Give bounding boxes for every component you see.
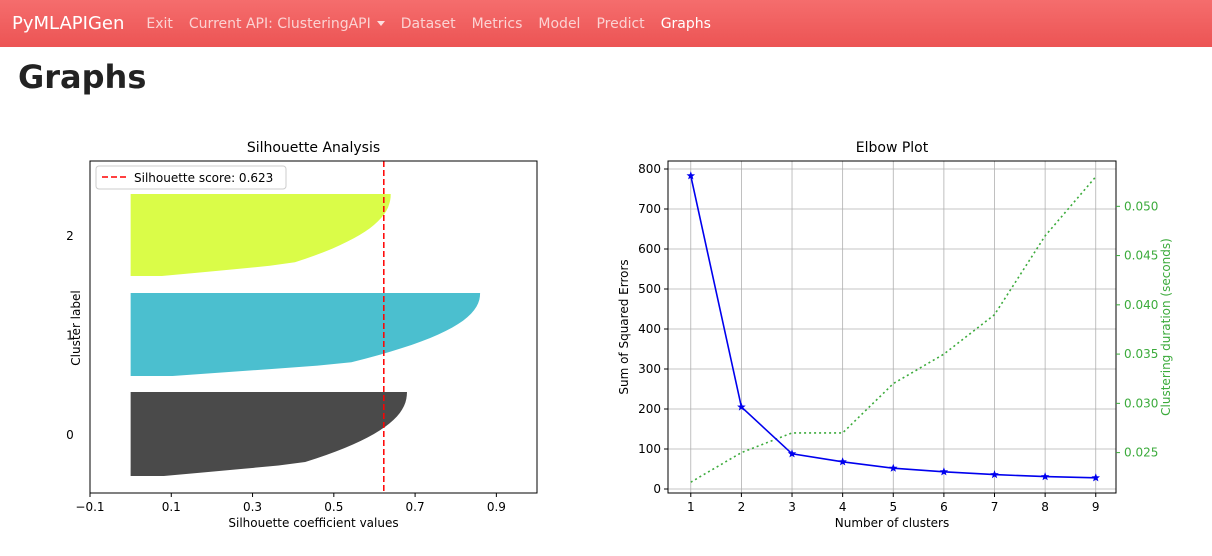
plot-frame [89, 160, 538, 494]
y2-tick-label: 0.050 [1124, 199, 1158, 213]
y2-tick-label: 0.025 [1124, 446, 1158, 460]
x-tick-label: 0.7 [406, 500, 425, 514]
sse-point [990, 470, 999, 479]
nav-exit[interactable]: Exit [146, 15, 173, 32]
x-axis-label: Silhouette coefficient values [228, 516, 398, 530]
y-tick-label: 400 [638, 322, 661, 336]
x-axis-label: Number of clusters [835, 516, 949, 530]
sse-point [1040, 472, 1050, 481]
y-tick-label: 600 [638, 242, 661, 256]
y-tick-label: 300 [638, 362, 661, 376]
nav-model[interactable]: Model [538, 15, 581, 32]
y-tick-label: 700 [638, 202, 661, 216]
y-tick-label: 800 [638, 162, 661, 176]
x-tick-label: 7 [991, 500, 999, 514]
nav-graphs[interactable]: Graphs [660, 15, 711, 32]
legend-label: Silhouette score: 0.623 [134, 171, 273, 185]
y-tick-label: 100 [638, 442, 661, 456]
chart-title: Silhouette Analysis [247, 140, 380, 156]
x-tick-label: −0.1 [75, 500, 104, 514]
nav-predict[interactable]: Predict [596, 15, 645, 32]
elbow-chart: 1 2 3 4 5 6 7 8 9 0 100 200 300 400 500 600 700 800 0.025 0… [617, 140, 1173, 530]
x-tick-label: 0.1 [162, 500, 181, 514]
sse-point [939, 467, 949, 476]
silhouette-cluster-1 [130, 293, 481, 376]
x-tick-label: 9 [1092, 500, 1100, 514]
cluster-label-0: 0 [66, 428, 74, 442]
x-tick-label: 4 [839, 500, 847, 514]
y2-axis-label: Clustering duration (seconds) [1159, 238, 1173, 416]
sse-point [737, 402, 746, 411]
sse-point [686, 171, 696, 180]
legend: Silhouette score: 0.623 [95, 165, 287, 190]
chevron-down-icon [376, 21, 385, 26]
sse-point [838, 457, 847, 466]
y2-tick-label: 0.035 [1124, 347, 1158, 361]
sse-point [889, 463, 898, 472]
nav-metrics[interactable]: Metrics [471, 15, 523, 32]
nav-dataset[interactable]: Dataset [400, 15, 456, 32]
y2-tick-label: 0.040 [1124, 298, 1158, 312]
silhouette-chart: 0 1 2 −0.1 0.1 0.3 0.5 0.7 0.9 Silhouette Analysi… [66, 140, 538, 530]
y-tick-label: 500 [638, 282, 661, 296]
top-navbar: PyMLAPIGen Exit Current API: ClusteringA… [0, 0, 1212, 47]
page-title: Graphs [18, 58, 147, 96]
navbar-brand[interactable]: PyMLAPIGen [12, 13, 125, 34]
x-tick-label: 2 [738, 500, 746, 514]
y-axis-label: Cluster label [69, 290, 83, 365]
y-tick-label: 200 [638, 402, 661, 416]
sse-point [787, 449, 797, 458]
x-tick-label: 5 [889, 500, 897, 514]
nav-current-api-label: Current API: ClusteringAPI [188, 15, 371, 32]
nav-current-api-dropdown[interactable]: Current API: ClusteringAPI [189, 16, 385, 32]
legend-box [95, 165, 287, 190]
x-tick-label: 6 [940, 500, 948, 514]
x-tick-label: 1 [687, 500, 695, 514]
y-tick-label: 0 [653, 482, 661, 496]
y2-tick-label: 0.030 [1124, 396, 1158, 410]
x-tick-label: 8 [1041, 500, 1049, 514]
x-tick-label: 0.3 [243, 500, 262, 514]
sse-point [1091, 473, 1100, 482]
silhouette-cluster-0 [130, 392, 408, 476]
y-axis-label: Sum of Squared Errors [617, 259, 631, 394]
duration-series-line [690, 176, 1097, 483]
x-tick-label: 0.9 [487, 500, 506, 514]
plot-frame [667, 160, 1117, 494]
silhouette-cluster-2 [130, 194, 391, 276]
x-tick-label: 0.5 [324, 500, 343, 514]
chart-title: Elbow Plot [856, 140, 929, 156]
x-tick-label: 3 [788, 500, 796, 514]
cluster-label-1: 1 [66, 329, 74, 343]
y2-tick-label: 0.045 [1124, 249, 1158, 263]
cluster-label-2: 2 [66, 229, 74, 243]
